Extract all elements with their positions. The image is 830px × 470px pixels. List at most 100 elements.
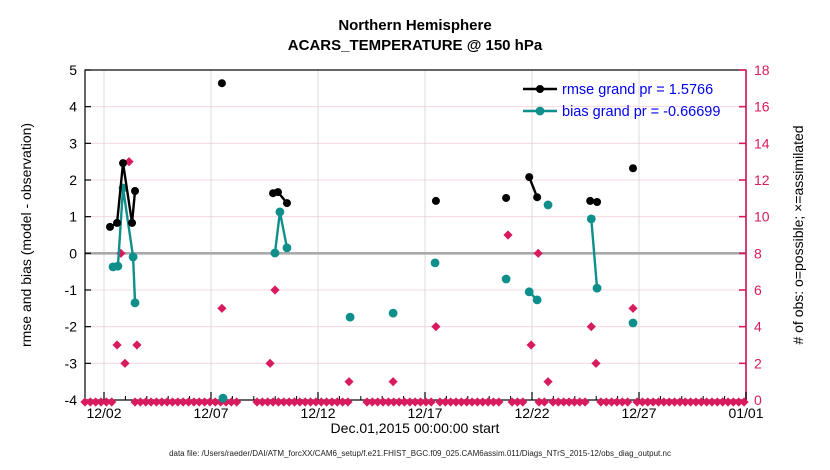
obs-zero-marker bbox=[653, 397, 664, 407]
obs-zero-marker bbox=[367, 397, 377, 407]
obs-zero-marker bbox=[91, 397, 101, 407]
obs-zero-marker bbox=[456, 397, 466, 407]
obs-count-marker bbox=[132, 340, 142, 350]
obs-zero-marker bbox=[268, 397, 278, 407]
bias-marker bbox=[270, 248, 280, 258]
obs-zero-marker bbox=[478, 397, 488, 407]
obs-count-marker bbox=[591, 358, 601, 368]
obs-zero-marker bbox=[440, 397, 450, 407]
obs-zero-marker bbox=[415, 397, 426, 407]
obs-zero-marker bbox=[553, 397, 563, 407]
obs-zero-marker bbox=[707, 397, 717, 407]
obs-zero-marker bbox=[383, 397, 394, 407]
obs-zero-marker bbox=[534, 397, 544, 407]
obs-zero-marker bbox=[311, 397, 321, 407]
left-axis-tick-label: 0 bbox=[69, 245, 77, 261]
obs-count-marker bbox=[533, 248, 543, 258]
left-axis-tick-label: 2 bbox=[69, 172, 77, 188]
y-axis-label-right: # of obs: o=possible; ×=assimilated bbox=[790, 125, 806, 344]
rmse-marker bbox=[113, 218, 122, 227]
rmse-marker bbox=[593, 197, 602, 206]
obs-zero-marker bbox=[189, 397, 199, 407]
obs-zero-marker bbox=[472, 397, 483, 407]
obs-zero-marker bbox=[494, 397, 504, 407]
obs-zero-marker bbox=[289, 397, 300, 407]
rmse-marker bbox=[105, 222, 114, 231]
obs-zero-marker bbox=[601, 397, 611, 407]
bias-marker bbox=[282, 243, 292, 253]
left-axis-tick-label: 4 bbox=[69, 99, 77, 115]
rmse-marker bbox=[119, 159, 128, 168]
rmse-marker bbox=[128, 218, 137, 227]
obs-zero-marker bbox=[167, 397, 178, 407]
obs-zero-marker bbox=[162, 397, 172, 407]
obs-zero-marker bbox=[669, 397, 680, 407]
rmse-marker bbox=[131, 186, 140, 195]
obs-count-marker bbox=[265, 358, 275, 368]
obs-zero-marker bbox=[178, 397, 188, 407]
obs-zero-marker bbox=[199, 397, 210, 407]
obs-zero-marker bbox=[389, 397, 399, 407]
obs-zero-marker bbox=[263, 397, 273, 407]
left-axis-tick-label: -1 bbox=[65, 282, 78, 298]
x-tick-label: 12/12 bbox=[300, 405, 335, 421]
obs-zero-marker bbox=[612, 397, 622, 407]
bias-marker bbox=[628, 318, 638, 328]
obs-count-marker bbox=[503, 230, 513, 240]
data-file-caption: data file: /Users/raeder/DAI/ATM_forcXX/… bbox=[169, 449, 671, 458]
obs-zero-marker bbox=[410, 397, 420, 407]
obs-zero-marker bbox=[451, 397, 461, 407]
obs-zero-marker bbox=[107, 397, 117, 407]
obs-zero-marker bbox=[426, 397, 436, 407]
obs-zero-marker bbox=[173, 397, 183, 407]
obs-zero-marker bbox=[718, 397, 728, 407]
obs-count-marker bbox=[628, 303, 638, 313]
obs-zero-marker bbox=[85, 397, 95, 407]
x-tick-label: 01/01 bbox=[728, 405, 763, 421]
obs-zero-marker bbox=[252, 397, 262, 407]
rmse-marker bbox=[525, 173, 534, 182]
obs-zero-marker bbox=[399, 397, 410, 407]
bias-marker bbox=[345, 312, 355, 322]
obs-count-marker bbox=[120, 358, 130, 368]
rmse-marker bbox=[586, 196, 595, 205]
obs-zero-marker bbox=[728, 397, 738, 407]
rmse-marker bbox=[629, 164, 638, 173]
obs-zero-marker bbox=[101, 397, 111, 407]
legend: rmse grand pr = 1.5766 bias grand pr = -… bbox=[523, 82, 720, 120]
obs-zero-marker bbox=[135, 397, 145, 407]
obs-zero-marker bbox=[488, 397, 499, 407]
obs-zero-marker bbox=[338, 397, 348, 407]
right-axis-tick-label: 8 bbox=[754, 245, 762, 261]
obs-count-marker bbox=[344, 377, 354, 387]
obs-zero-marker bbox=[467, 397, 477, 407]
obs-zero-marker bbox=[664, 397, 674, 407]
x-tick-label: 12/27 bbox=[621, 405, 656, 421]
right-axis-tick-label: 4 bbox=[754, 319, 762, 335]
bias-line bbox=[112, 187, 137, 303]
obs-count-marker bbox=[388, 377, 398, 387]
rmse-marker bbox=[431, 196, 440, 205]
rmse-marker bbox=[217, 79, 226, 88]
right-axis-tick-label: 0 bbox=[754, 392, 762, 408]
obs-zero-marker bbox=[559, 397, 569, 407]
obs-zero-marker bbox=[378, 397, 388, 407]
obs-zero-marker bbox=[462, 397, 472, 407]
obs-count-marker bbox=[116, 248, 126, 258]
obs-zero-marker bbox=[146, 397, 156, 407]
obs-zero-marker bbox=[232, 397, 242, 407]
obs-zero-marker bbox=[157, 397, 167, 407]
legend-bias-marker bbox=[535, 106, 545, 116]
right-axis-tick-label: 18 bbox=[754, 62, 770, 78]
legend-rmse-marker bbox=[536, 85, 544, 93]
obs-zero-marker bbox=[300, 397, 310, 407]
bias-marker bbox=[218, 393, 228, 403]
obs-zero-marker bbox=[607, 397, 617, 407]
obs-zero-marker bbox=[80, 397, 90, 407]
x-axis-label: Dec.01,2015 00:00:00 start bbox=[331, 420, 500, 436]
right-axis-tick-label: 6 bbox=[754, 282, 762, 298]
obs-zero-marker bbox=[483, 397, 493, 407]
left-axis-tick-label: 1 bbox=[69, 209, 77, 225]
obs-zero-marker bbox=[617, 397, 627, 407]
